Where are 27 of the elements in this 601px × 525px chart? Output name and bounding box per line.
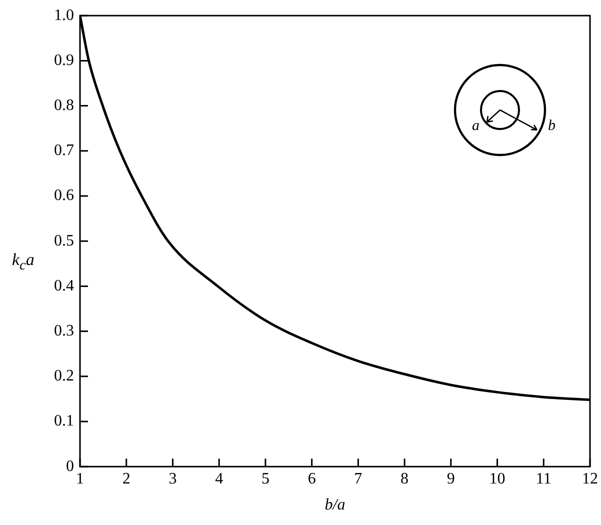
x-tick-label: 9 (446, 470, 455, 488)
y-tick-label: 0.6 (54, 187, 74, 204)
x-tick-label: 1 (76, 470, 84, 488)
y-tick-label: 0.7 (54, 142, 74, 160)
x-tick-label: 12 (582, 470, 598, 488)
y-tick-label: 1.0 (54, 6, 74, 24)
y-tick-label: 0.1 (54, 412, 74, 430)
x-tick-label: 5 (261, 470, 270, 488)
x-axis-title: b/a (324, 496, 346, 514)
y-tick-label: 0.3 (54, 322, 74, 340)
x-tick-label: 11 (536, 470, 552, 488)
annotation: b (548, 118, 556, 135)
x-tick-label: 2 (122, 470, 130, 488)
y-axis-title: k$_{c}$a (12, 250, 34, 274)
x-tick-label: 6 (308, 470, 316, 488)
y-tick-label: 0.4 (54, 277, 74, 294)
x-tick-label: 8 (400, 470, 409, 488)
x-tick-label: 4 (215, 470, 224, 488)
y-tick-label: 0.8 (54, 97, 74, 114)
y-tick-label: 0 (66, 458, 74, 475)
x-tick-label: 3 (168, 470, 177, 488)
annotation: a (472, 118, 480, 135)
y-tick-label: 0.9 (54, 52, 74, 69)
x-tick-label: 10 (489, 470, 506, 488)
y-tick-label: 0.5 (54, 232, 74, 250)
x-tick-label: 7 (354, 470, 362, 488)
y-tick-label: 0.2 (54, 368, 74, 385)
